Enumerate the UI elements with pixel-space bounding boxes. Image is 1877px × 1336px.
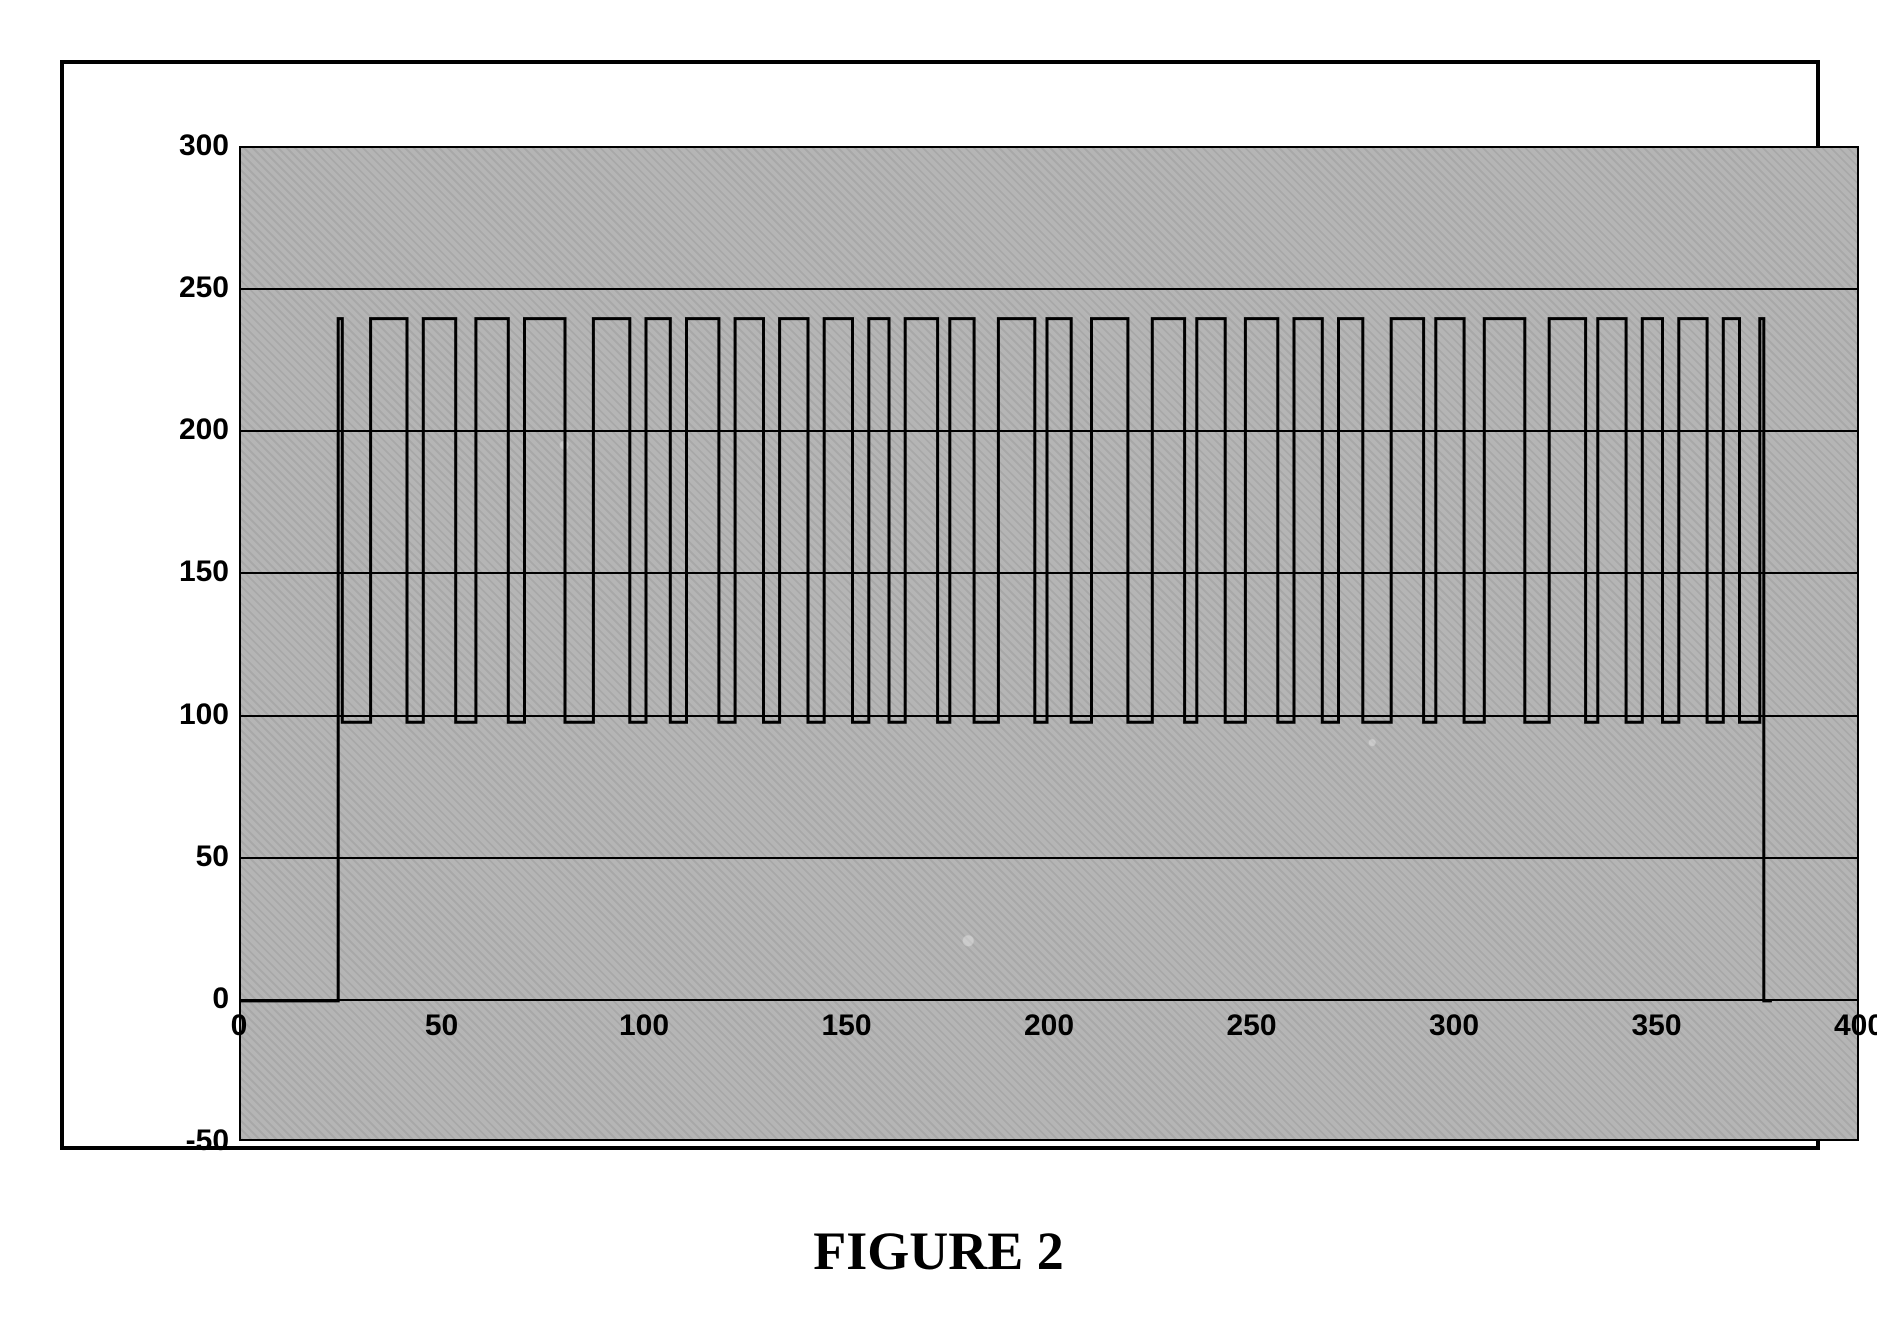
x-tick-label: 400 <box>1829 1009 1877 1043</box>
x-tick-label: 250 <box>1222 1009 1282 1043</box>
gridline <box>239 715 1859 717</box>
y-tick-label: 50 <box>169 840 229 874</box>
gridline <box>239 857 1859 859</box>
y-tick-label: 100 <box>169 698 229 732</box>
x-tick-label: 0 <box>209 1009 269 1043</box>
y-tick-label: 250 <box>169 271 229 305</box>
x-tick-label: 200 <box>1019 1009 1079 1043</box>
gridline <box>239 999 1859 1001</box>
gridline <box>239 288 1859 290</box>
x-tick-label: 50 <box>412 1009 472 1043</box>
gridline <box>239 572 1859 574</box>
gridline <box>239 430 1859 432</box>
signal-line <box>241 148 1861 1143</box>
y-tick-label: 150 <box>169 555 229 589</box>
y-tick-label: 200 <box>169 413 229 447</box>
page: -50050100150200250300 050100150200250300… <box>0 0 1877 1336</box>
chart-outer-border: -50050100150200250300 050100150200250300… <box>60 60 1820 1150</box>
y-tick-label: -50 <box>169 1124 229 1158</box>
plot-area <box>239 146 1859 1141</box>
x-tick-label: 300 <box>1424 1009 1484 1043</box>
x-tick-label: 150 <box>817 1009 877 1043</box>
x-tick-label: 100 <box>614 1009 674 1043</box>
x-tick-label: 350 <box>1627 1009 1687 1043</box>
y-tick-label: 300 <box>169 129 229 163</box>
signal-path <box>241 319 1772 1001</box>
figure-caption: FIGURE 2 <box>0 1220 1877 1282</box>
